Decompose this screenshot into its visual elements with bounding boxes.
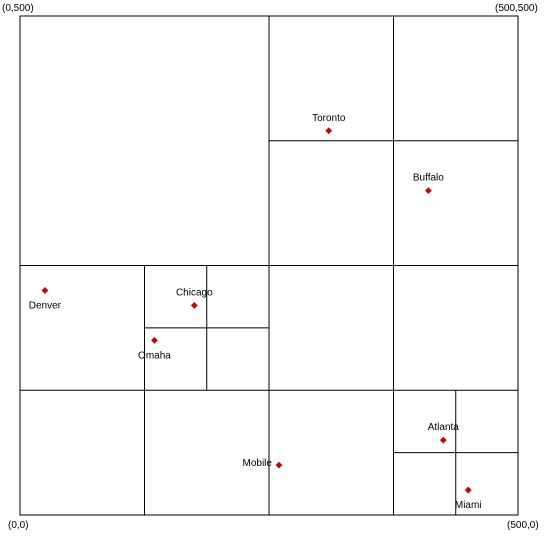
corner-label-bottom-left: (0,0) [8, 520, 29, 531]
city-point-buffalo [424, 187, 432, 195]
corner-label-bottom-right: (500,0) [507, 520, 539, 531]
city-label-omaha: Omaha [138, 350, 171, 361]
city-point-atlanta [439, 436, 447, 444]
city-label-buffalo: Buffalo [413, 173, 444, 184]
city-point-mobile [275, 461, 283, 469]
corner-label-top-right: (500,500) [495, 3, 538, 14]
city-point-omaha [151, 336, 158, 344]
city-point-chicago [190, 302, 198, 309]
city-points [41, 127, 472, 494]
city-point-toronto [325, 127, 333, 135]
city-point-miami [464, 486, 472, 494]
city-labels: Toronto Buffalo Denver Chicago Omaha Atlanta M… [29, 113, 482, 511]
city-label-toronto: Toronto [312, 113, 346, 124]
city-label-denver: Denver [29, 300, 62, 311]
city-label-miami: Miami [455, 500, 482, 511]
corner-label-top-left: (0,500) [2, 3, 34, 14]
city-label-chicago: Chicago [176, 287, 213, 298]
city-point-denver [41, 287, 49, 294]
city-label-mobile: Mobile [242, 458, 272, 469]
city-label-atlanta: Atlanta [428, 422, 460, 433]
quadtree-lines [20, 16, 518, 515]
